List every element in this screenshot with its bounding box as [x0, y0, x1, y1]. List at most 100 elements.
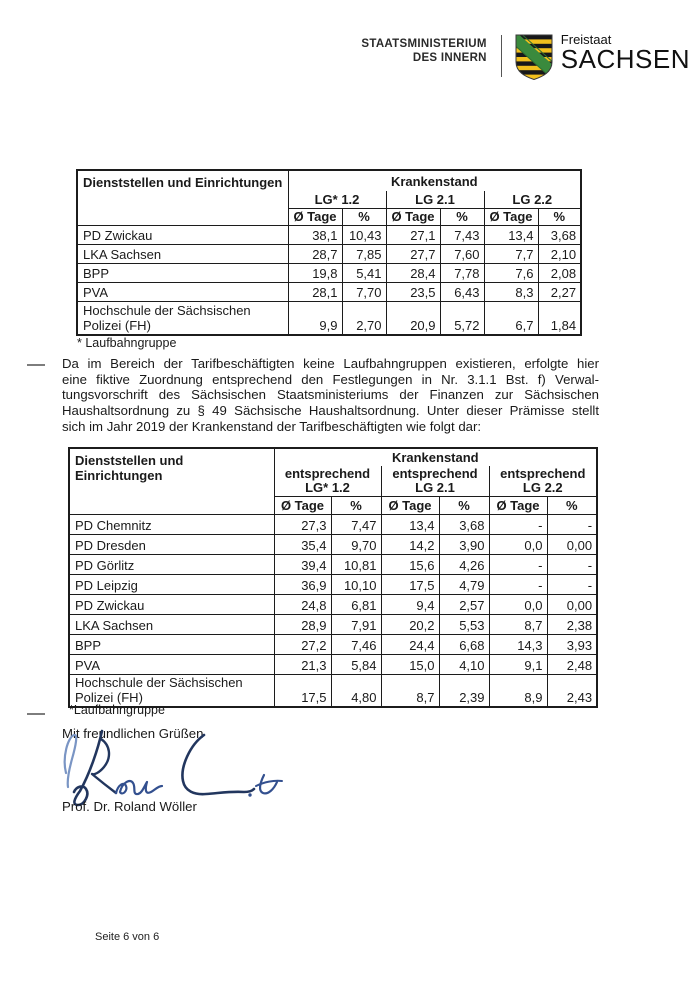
value-cell: 2,43: [546, 673, 598, 707]
table1-footnote: * Laufbahngruppe: [77, 336, 177, 350]
value-cell: 24,8: [273, 593, 332, 615]
group-header-lg12: LG* 1.2: [287, 191, 387, 209]
table-header-row: entsprechend LG* 1.2 entsprechend LG 2.1…: [69, 466, 598, 497]
group-header-line: LG* 1.2: [305, 479, 350, 495]
value-cell: 27,1: [385, 224, 441, 245]
dienststelle-cell: BPP: [76, 262, 289, 283]
group-header-line: LG 2.1: [415, 479, 455, 495]
value-cell: 2,70: [341, 300, 387, 336]
value-cell: 7,47: [330, 513, 382, 535]
table-row: LKA Sachsen 28,9 7,91 20,2 5,53 8,7 2,38: [68, 613, 598, 635]
value-cell: 28,1: [287, 281, 343, 302]
table-row: PD Chemnitz 27,3 7,47 13,4 3,68- -: [68, 513, 598, 535]
value-cell: 7,85: [341, 243, 387, 264]
group-header-lg21: LG 2.1: [385, 191, 485, 209]
value-cell: 4,26: [438, 553, 490, 575]
table-row: PD Zwickau 24,8 6,81 9,4 2,57 0,0 0,00: [68, 593, 598, 615]
value-cell: 20,9: [385, 300, 441, 336]
subcol-header-tage: Ø Tage: [287, 207, 343, 226]
subcol-header-prozent: %: [439, 207, 485, 226]
value-cell: 14,2: [380, 533, 440, 555]
value-cell: 13,4: [483, 224, 539, 245]
table-row: BPP 27,2 7,46 24,4 6,68 14,3 3,93: [68, 633, 598, 655]
value-cell: 15,0: [380, 653, 440, 675]
table-row: PD Zwickau 38,1 10,43 27,1 7,43 13,4 3,68: [76, 224, 582, 245]
subcol-header-prozent: %: [537, 207, 582, 226]
value-cell: 15,6: [380, 553, 440, 575]
body-paragraph: Da im Bereich der Tarifbeschäftigten kei…: [62, 356, 599, 435]
group-header-lg21: entsprechend LG 2.1: [380, 466, 490, 497]
group-header-lg22: LG 2.2: [483, 191, 582, 209]
value-cell: 35,4: [273, 533, 332, 555]
value-cell: 4,10: [438, 653, 490, 675]
fold-mark: [27, 713, 45, 715]
group-header-line: entsprechend: [500, 466, 586, 481]
value-cell: 7,60: [439, 243, 485, 264]
value-cell: 5,41: [341, 262, 387, 283]
value-cell: 36,9: [273, 573, 332, 595]
column-header-dienststellen: Dienststellen und Einrichtungen: [68, 447, 275, 515]
page-number: Seite 6 von 6: [95, 931, 160, 943]
value-cell: 23,5: [385, 281, 441, 302]
column-header-krankenstand: Krankenstand: [287, 169, 582, 191]
value-cell: 5,72: [439, 300, 485, 336]
state-name-large: SACHSEN: [560, 44, 690, 74]
value-cell: 10,10: [330, 573, 382, 595]
table-header-row: Ø Tage % Ø Tage % Ø Tage %: [77, 207, 582, 226]
saxony-coat-of-arms-icon: [515, 34, 553, 81]
value-cell: 27,7: [385, 243, 441, 264]
dienststelle-cell: PD Görlitz: [68, 553, 275, 575]
value-cell: -: [546, 553, 598, 575]
group-header-line: LG 2.2: [522, 479, 563, 495]
value-cell: 7,46: [330, 633, 382, 655]
table-row: Hochschule der Sächsischen Polizei (FH) 1…: [68, 673, 598, 707]
table-header-row: Dienststellen und Einrichtungen Krankens…: [76, 169, 582, 226]
letterhead: STAATSMINISTERIUM DES INNERN Freistaat S…: [0, 33, 690, 81]
value-cell: 5,84: [330, 653, 382, 675]
table-row: BPP 19,8 5,41 28,4 7,78 7,6 2,08: [76, 262, 582, 283]
krankenstand-table-beamte: Dienststellen und Einrichtungen Krankens…: [76, 169, 583, 336]
paragraph-line: sich im Jahr 2019 der Krankenstand der T…: [62, 418, 482, 434]
subcol-header-tage: Ø Tage: [273, 495, 332, 515]
value-cell: -: [488, 573, 548, 595]
value-cell: 7,70: [341, 281, 387, 302]
subcol-header-tage: Ø Tage: [380, 495, 440, 515]
value-cell: 7,91: [330, 613, 382, 635]
fold-mark: [27, 364, 45, 366]
paragraph-line: tungsvorschrift des Sächsischen Staatsmi…: [62, 387, 599, 403]
value-cell: 2,08: [537, 262, 582, 283]
table-row: PD Görlitz 39,4 10,81 15,6 4,26- -: [68, 553, 598, 575]
value-cell: 3,68: [537, 224, 582, 245]
value-cell: 2,48: [546, 653, 598, 675]
value-cell: -: [546, 513, 598, 535]
ministry-name-line1: STAATSMINISTERIUM: [361, 38, 487, 50]
subcol-header-prozent: %: [330, 495, 382, 515]
dienststelle-cell: PVA: [76, 281, 289, 302]
value-cell: 28,9: [273, 613, 332, 635]
value-cell: 0,00: [546, 533, 598, 555]
value-cell: 5,53: [438, 613, 490, 635]
value-cell: 7,78: [439, 262, 485, 283]
value-cell: 0,00: [546, 593, 598, 615]
value-cell: 8,3: [483, 281, 539, 302]
value-cell: 6,81: [330, 593, 382, 615]
column-header-krankenstand: Krankenstand: [273, 447, 598, 466]
value-cell: 6,68: [438, 633, 490, 655]
krankenstand-table-tarifbeschaeftigte: Dienststellen und Einrichtungen Krankens…: [68, 447, 599, 708]
subcol-header-tage: Ø Tage: [385, 207, 441, 226]
subcol-header-tage: Ø Tage: [488, 495, 548, 515]
dienststelle-cell: PD Chemnitz: [68, 513, 275, 535]
subcol-header-prozent: %: [546, 495, 598, 515]
table-row: Hochschule der Sächsischen Polizei (FH) 9…: [76, 300, 582, 336]
value-cell: 2,39: [438, 673, 490, 707]
value-cell: 9,9: [287, 300, 343, 336]
value-cell: 21,3: [273, 653, 332, 675]
value-cell: -: [488, 513, 548, 535]
value-cell: 1,84: [537, 300, 582, 336]
dienststelle-cell: PD Dresden: [68, 533, 275, 555]
dienststelle-cell: Hochschule der Sächsischen Polizei (FH): [68, 673, 275, 707]
value-cell: 27,2: [273, 633, 332, 655]
group-header-lg22: entsprechend LG 2.2: [488, 466, 598, 497]
column-header-dienststellen: Dienststellen und Einrichtungen: [76, 169, 289, 226]
